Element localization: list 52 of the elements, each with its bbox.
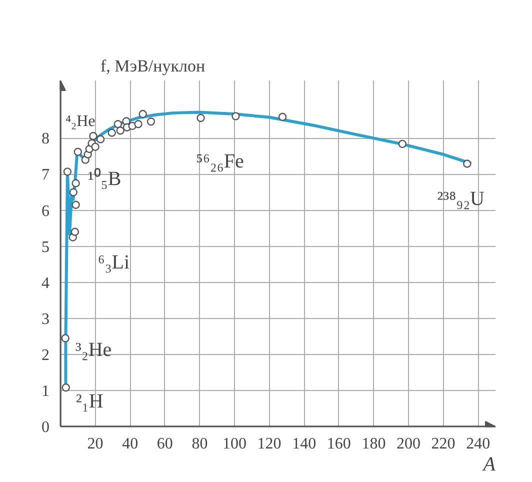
y-tick-label: 1 — [42, 382, 50, 400]
point — [61, 334, 70, 342]
point — [70, 228, 80, 236]
y-tick-label: 2 — [42, 346, 50, 364]
point — [74, 148, 82, 156]
y-tick-label: 4 — [42, 274, 50, 292]
point — [108, 128, 116, 137]
point — [69, 188, 78, 196]
y-axis-title: f, МэВ/нуклон — [100, 56, 206, 76]
annotation: ²³⁸₉₂U — [437, 188, 486, 210]
y-tick-label: 0 — [42, 419, 50, 436]
x-tick-label: 40 — [122, 436, 138, 452]
x-tick-label: 100 — [222, 436, 246, 452]
x-tick-label: 80 — [192, 436, 208, 452]
point — [63, 168, 72, 176]
x-tick-label: 200 — [396, 436, 420, 452]
x-tick-label: 160 — [326, 436, 351, 452]
annotation: ⁶₃Li — [98, 251, 130, 274]
point — [91, 142, 100, 151]
x-tick-label: 240 — [466, 436, 490, 452]
point — [116, 126, 124, 135]
x-tick-label: 180 — [362, 436, 386, 452]
annotation: ²₁H — [76, 390, 104, 413]
y-tick-label: 3 — [42, 310, 50, 328]
point — [138, 110, 147, 118]
annotation: ⁴₂He — [65, 113, 96, 130]
point — [232, 112, 240, 120]
y-tick-label: 6 — [42, 202, 50, 220]
point — [463, 160, 472, 168]
point — [72, 200, 80, 209]
x-tick-label: 220 — [431, 436, 456, 452]
point — [146, 117, 156, 126]
x-axis-title: A — [481, 454, 496, 476]
annotation: ⁵⁶₂₆Fe — [196, 150, 244, 173]
y-tick-label: 5 — [42, 238, 50, 256]
x-tick-label: 120 — [257, 436, 282, 452]
x-tick-label: 20 — [87, 436, 104, 452]
y-tick-label: 7 — [42, 166, 50, 184]
point — [62, 383, 70, 392]
annotation: ¹⁰₅B — [88, 167, 122, 190]
point — [134, 120, 142, 128]
y-tick-label: 8 — [42, 130, 50, 148]
point — [196, 114, 205, 122]
point — [89, 132, 98, 140]
point — [96, 135, 105, 144]
annotation: ³₂He — [75, 339, 112, 362]
point — [72, 179, 80, 188]
x-tick-label: 140 — [292, 436, 316, 452]
point — [114, 120, 122, 128]
point — [398, 140, 407, 148]
x-tick-label: 60 — [156, 436, 173, 452]
point — [278, 112, 287, 121]
